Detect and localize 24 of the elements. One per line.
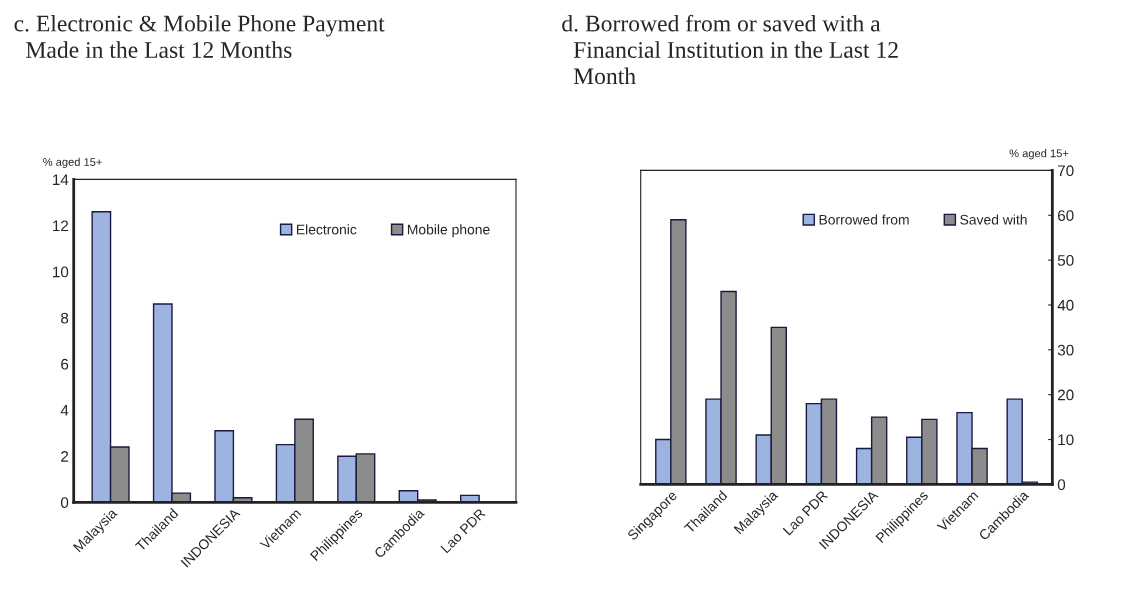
- legend-label: Saved with: [960, 214, 1027, 225]
- y-tick-label: 0: [60, 497, 69, 509]
- y-axis-title: % aged 15+: [43, 157, 102, 169]
- y-tick-label: 14: [53, 174, 69, 185]
- y-tick-label: 0: [1057, 479, 1066, 491]
- y-tick-label: 8: [61, 312, 69, 324]
- y-tick-label: 40: [1057, 299, 1074, 311]
- legend-label: Electronic: [296, 224, 357, 235]
- y-tick-label: 12: [53, 220, 69, 232]
- y-tick-label: 10: [53, 266, 69, 278]
- y-tick-label: 4: [60, 405, 69, 416]
- chart-title: c. Electronic & Mobile Phone Payment Made in the Last 12 Months: [14, 14, 385, 58]
- y-tick-label: 20: [1057, 389, 1074, 401]
- y-tick-label: 6: [61, 358, 69, 370]
- y-axis-title: % aged 15+: [1009, 149, 1069, 160]
- y-tick-label: 10: [1058, 434, 1074, 446]
- y-tick-label: 50: [1057, 255, 1074, 266]
- chart-title: d. Borrowed from or saved with a Financial Institution in the Last 12 Month: [562, 14, 898, 85]
- legend-label: Mobile phone: [407, 224, 490, 238]
- y-tick-label: 70: [1058, 165, 1074, 177]
- y-tick-label: 30: [1057, 344, 1074, 356]
- legend-label: Borrowed from: [819, 214, 909, 225]
- y-tick-label: 60: [1057, 210, 1074, 221]
- y-tick-label: 2: [61, 451, 69, 462]
